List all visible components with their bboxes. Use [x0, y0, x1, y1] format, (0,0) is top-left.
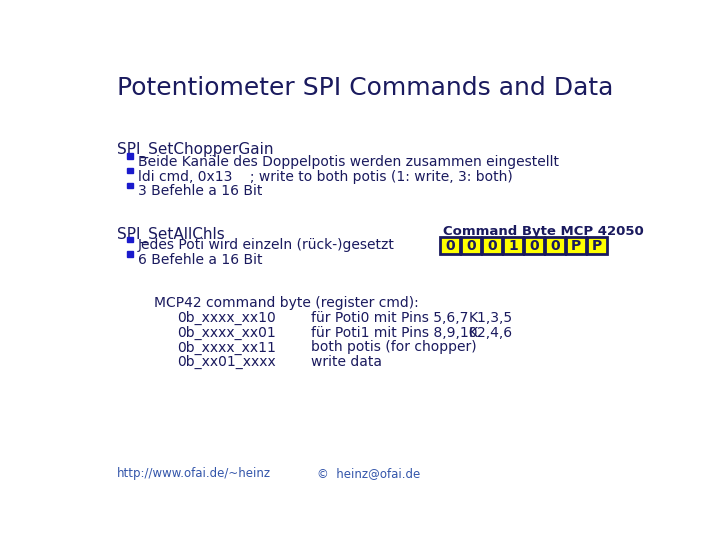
Text: P: P — [592, 239, 602, 253]
Bar — [482, 237, 503, 254]
Text: 0b_xxxx_xx10: 0b_xxxx_xx10 — [177, 311, 276, 325]
Text: both potis (for chopper): both potis (for chopper) — [311, 340, 477, 354]
Text: Potentiometer SPI Commands and Data: Potentiometer SPI Commands and Data — [117, 76, 613, 100]
Bar — [545, 237, 565, 254]
Text: 0: 0 — [446, 239, 455, 253]
Bar — [127, 251, 132, 256]
Text: 0: 0 — [467, 239, 476, 253]
Text: 0: 0 — [529, 239, 539, 253]
Text: 0b_xxxx_xx11: 0b_xxxx_xx11 — [177, 340, 276, 355]
Text: ©  heinz@ofai.de: © heinz@ofai.de — [318, 467, 420, 480]
Text: K2,4,6: K2,4,6 — [468, 326, 513, 340]
Text: 0b_xx01_xxxx: 0b_xx01_xxxx — [177, 355, 276, 369]
Text: 0: 0 — [487, 239, 497, 253]
Bar — [503, 237, 523, 254]
Text: SPI_SetChopperGain: SPI_SetChopperGain — [117, 142, 274, 158]
Text: 6 Befehle a 16 Bit: 6 Befehle a 16 Bit — [138, 253, 263, 267]
Bar — [127, 237, 132, 242]
Text: write data: write data — [311, 355, 382, 369]
Text: 1: 1 — [508, 239, 518, 253]
Bar — [127, 168, 132, 173]
Text: SPI_SetAllChls: SPI_SetAllChls — [117, 226, 225, 242]
Text: http://www.ofai.de/~heinz: http://www.ofai.de/~heinz — [117, 467, 271, 480]
Bar — [524, 237, 544, 254]
Text: 0b_xxxx_xx01: 0b_xxxx_xx01 — [177, 326, 276, 340]
Text: MCP42 command byte (register cmd):: MCP42 command byte (register cmd): — [153, 296, 418, 310]
Text: 3 Befehle a 16 Bit: 3 Befehle a 16 Bit — [138, 184, 262, 198]
Bar — [462, 237, 482, 254]
Bar — [441, 237, 461, 254]
Text: Jedes Poti wird einzeln (rück-)gesetzt: Jedes Poti wird einzeln (rück-)gesetzt — [138, 238, 395, 252]
Bar — [566, 237, 586, 254]
Text: 0: 0 — [550, 239, 560, 253]
Text: Command Byte MCP 42050: Command Byte MCP 42050 — [443, 225, 644, 238]
Text: P: P — [571, 239, 581, 253]
Text: für Poti0 mit Pins 5,6,7: für Poti0 mit Pins 5,6,7 — [311, 311, 468, 325]
Text: K1,3,5: K1,3,5 — [468, 311, 513, 325]
Bar — [127, 153, 132, 159]
Text: für Poti1 mit Pins 8,9,10: für Poti1 mit Pins 8,9,10 — [311, 326, 477, 340]
Text: Beide Kanäle des Doppelpotis werden zusammen eingestellt: Beide Kanäle des Doppelpotis werden zusa… — [138, 155, 559, 169]
Bar — [587, 237, 607, 254]
Bar — [127, 183, 132, 188]
Text: ldi cmd, 0x13    ; write to both potis (1: write, 3: both): ldi cmd, 0x13 ; write to both potis (1: … — [138, 170, 513, 184]
